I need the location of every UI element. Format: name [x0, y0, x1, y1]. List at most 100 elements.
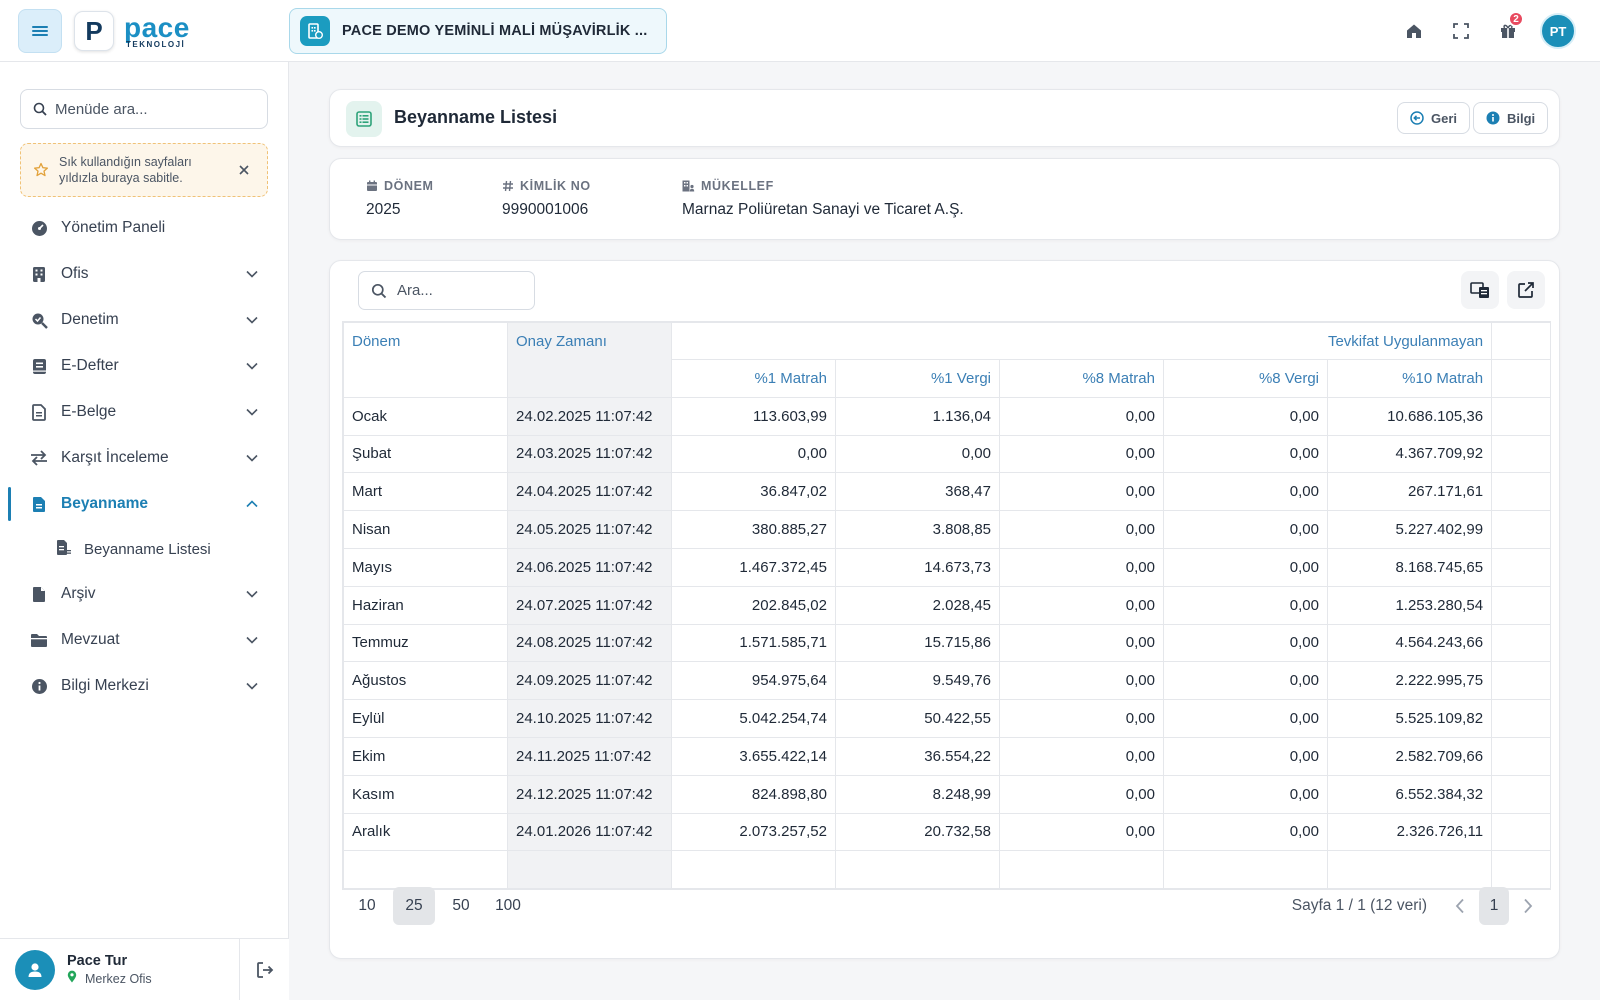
sidebar-item-mevzuat[interactable]: Mevzuat [0, 617, 289, 663]
company-selector[interactable]: PACE DEMO YEMİNLİ MALİ MÜŞAVİRLİK ... [289, 8, 667, 54]
sidebar-subitem-beyanname-listesi[interactable]: Beyanname Listesi [0, 527, 289, 571]
info-icon [30, 677, 48, 695]
sidebar-item-arsiv[interactable]: Arşiv [0, 571, 289, 617]
cell-overflow [1491, 396, 1550, 436]
table-row[interactable]: Aralık 24.01.2026 11:07:42 2.073.257,52 20.… [343, 812, 1550, 852]
cell-donem: Mart [343, 472, 508, 512]
hash-icon [502, 180, 514, 192]
column-chooser-button[interactable] [1461, 271, 1499, 309]
cell-value: 36.847,02 [671, 472, 836, 512]
prev-page-button[interactable] [1445, 887, 1475, 925]
cell-onay-zamani: 24.02.2025 11:07:42 [507, 396, 672, 436]
cell-onay-zamani: 24.07.2025 11:07:42 [507, 585, 672, 625]
logo[interactable]: P pace TEKNOLOJİ [74, 10, 190, 52]
sidebar-item-beyanname[interactable]: Beyanname [0, 481, 289, 527]
cell-overflow [1491, 510, 1550, 549]
table-row[interactable]: Mart 24.04.2025 11:07:42 36.847,02 368,47 0,… [343, 472, 1550, 512]
logout-button[interactable] [239, 939, 289, 1000]
page-size-10[interactable]: 10 [358, 897, 376, 914]
cell-value: 0,00 [1163, 585, 1328, 625]
chevron-left-icon [1455, 898, 1464, 914]
cell-value: 8.168.745,65 [1326, 547, 1493, 587]
user-name: Pace Tur [67, 952, 128, 969]
table-row[interactable]: Eylül 24.10.2025 11:07:42 5.042.254,74 50.4… [343, 699, 1550, 738]
table-row[interactable]: Haziran 24.07.2025 11:07:42 202.845,02 2.02… [343, 585, 1550, 625]
column-header-10-matrah[interactable]: %10 Matrah [1326, 359, 1493, 398]
table-row-empty [343, 850, 1550, 889]
menu-toggle-button[interactable] [18, 9, 62, 53]
pin-hint-text: Sık kullandığın sayfaları yıldızla buray… [59, 155, 192, 185]
table-search-input[interactable] [397, 282, 527, 299]
cell-donem: Mayıs [343, 547, 508, 587]
table-row[interactable]: Ekim 24.11.2025 11:07:42 3.655.422,14 36.55… [343, 736, 1550, 776]
sidebar-item-label: Karşıt İnceleme [61, 449, 169, 466]
cell-donem: Ekim [343, 736, 508, 776]
cell-value: 2.326.726,11 [1326, 812, 1493, 852]
info-button[interactable]: Bilgi [1473, 102, 1549, 134]
next-page-button[interactable] [1513, 887, 1543, 925]
sidebar-item-label: Yönetim Paneli [61, 219, 166, 236]
page-number-current[interactable]: 1 [1479, 887, 1509, 925]
table-row[interactable]: Ağustos 24.09.2025 11:07:42 954.975,64 9.54… [343, 661, 1550, 701]
table-row[interactable]: Temmuz 24.08.2025 11:07:42 1.571.585,71 15.… [343, 623, 1550, 663]
table-row[interactable]: Şubat 24.03.2025 11:07:42 0,00 0,00 0,00 0,00… [343, 434, 1550, 474]
building-user-icon [682, 180, 695, 192]
cell-empty [1326, 850, 1493, 889]
column-header-8-matrah[interactable]: %8 Matrah [999, 359, 1164, 398]
period-label: DÖNEM [384, 179, 434, 193]
cell-onay-zamani: 24.08.2025 11:07:42 [507, 623, 672, 663]
cell-onay-zamani: 24.04.2025 11:07:42 [507, 472, 672, 512]
user-icon [28, 962, 42, 977]
cell-value: 202.845,02 [671, 585, 836, 625]
user-panel: Pace Tur Merkez Ofis [0, 938, 289, 1000]
cell-empty [835, 850, 1000, 889]
cell-value: 368,47 [835, 472, 1000, 512]
table-row[interactable]: Ocak 24.02.2025 11:07:42 113.603,99 1.136,0… [343, 396, 1550, 436]
back-button[interactable]: Geri [1397, 102, 1471, 134]
fullscreen-button[interactable] [1443, 13, 1479, 49]
column-header-donem[interactable]: Dönem [343, 322, 508, 398]
period-field: DÖNEM 2025 [366, 179, 434, 219]
cell-overflow [1491, 623, 1550, 663]
chevron-down-icon [245, 313, 259, 327]
sidebar-item-yonetim-paneli[interactable]: Yönetim Paneli [0, 205, 289, 251]
page-size-100[interactable]: 100 [495, 897, 521, 914]
column-header-1-matrah[interactable]: %1 Matrah [671, 359, 836, 398]
page-info: Sayfa 1 / 1 (12 veri) [1291, 897, 1427, 914]
file-list-icon [56, 539, 72, 560]
cell-value: 0,00 [1163, 812, 1328, 852]
cell-donem: Aralık [343, 812, 508, 852]
cell-value: 0,00 [999, 623, 1164, 663]
home-button[interactable] [1396, 13, 1432, 49]
sidebar-item-e-defter[interactable]: E-Defter [0, 343, 289, 389]
pin-hint-close-button[interactable] [235, 161, 253, 179]
sidebar-item-e-belge[interactable]: E-Belge [0, 389, 289, 435]
cell-value: 0,00 [999, 774, 1164, 814]
column-header-8-vergi[interactable]: %8 Vergi [1163, 359, 1328, 398]
cell-value: 267.171,61 [1326, 472, 1493, 512]
user-avatar-button[interactable]: PT [1540, 13, 1576, 49]
table-row[interactable]: Mayıs 24.06.2025 11:07:42 1.467.372,45 14.6… [343, 547, 1550, 587]
sidebar-item-denetim[interactable]: Denetim [0, 297, 289, 343]
column-header-1-vergi[interactable]: %1 Vergi [835, 359, 1000, 398]
export-button[interactable] [1507, 271, 1545, 309]
cell-value: 9.549,76 [835, 661, 1000, 701]
cell-value: 0,00 [1163, 510, 1328, 549]
hamburger-icon [32, 24, 48, 38]
page-size-25[interactable]: 25 [393, 887, 435, 925]
gift-button[interactable]: 2 [1490, 11, 1526, 49]
chevron-down-icon [245, 633, 259, 647]
sidebar-item-bilgi-merkezi[interactable]: Bilgi Merkezi [0, 663, 289, 709]
avatar[interactable] [15, 949, 55, 990]
cell-empty [1491, 850, 1550, 889]
export-icon [1518, 282, 1534, 298]
page-size-50[interactable]: 50 [452, 897, 470, 914]
chevron-right-icon [1524, 898, 1533, 914]
table-row[interactable]: Kasım 24.12.2025 11:07:42 824.898,80 8.248,… [343, 774, 1550, 814]
table-row[interactable]: Nisan 24.05.2025 11:07:42 380.885,27 3.808,… [343, 510, 1550, 549]
sidebar-item-ofis[interactable]: Ofis [0, 251, 289, 297]
column-header-onay-zamani[interactable]: Onay Zamanı [507, 322, 672, 398]
sidebar-item-karsit-inceleme[interactable]: Karşıt İnceleme [0, 435, 289, 481]
sidebar-item-label: Bilgi Merkezi [61, 677, 149, 694]
menu-search-input[interactable] [55, 100, 255, 118]
